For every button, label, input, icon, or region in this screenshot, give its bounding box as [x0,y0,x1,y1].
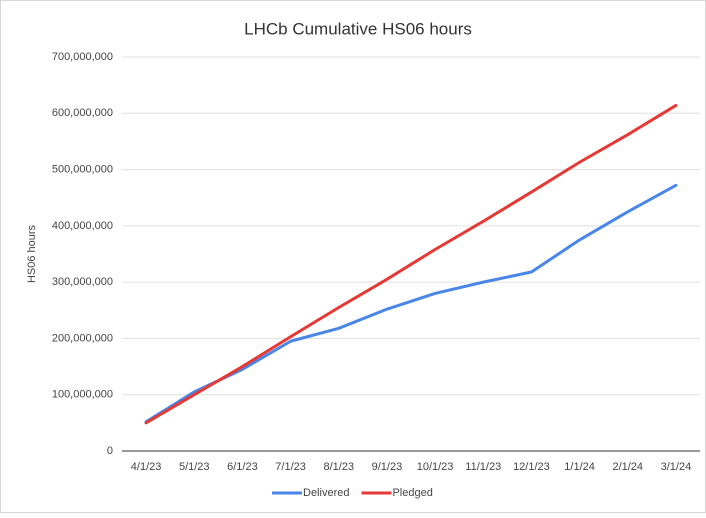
x-tick-label: 3/1/24 [661,461,692,473]
x-tick-label: 5/1/23 [179,461,210,473]
legend-label: Delivered [303,487,349,499]
y-tick-label: 0 [107,445,113,457]
x-tick-label: 9/1/23 [372,461,403,473]
y-tick-label: 400,000,000 [52,220,113,232]
y-tick-label: 100,000,000 [52,389,113,401]
y-tick-label: 700,000,000 [52,51,113,63]
chart-title: LHCb Cumulative HS06 hours [244,19,472,38]
x-tick-label: 2/1/24 [612,461,643,473]
x-tick-label: 1/1/24 [564,461,595,473]
x-tick-label: 7/1/23 [275,461,306,473]
y-tick-label: 200,000,000 [52,332,113,344]
y-axis-label: HS06 hours [26,224,38,283]
x-tick-label: 12/1/23 [513,461,550,473]
x-tick-label: 11/1/23 [465,461,501,473]
x-tick-label: 8/1/23 [323,461,354,473]
line-series [144,103,678,425]
x-tick-label: 10/1/23 [417,461,454,473]
y-tick-label: 300,000,000 [52,276,113,288]
x-tick-label: 6/1/23 [227,461,258,473]
line-series [144,183,678,424]
x-tick-label: 4/1/23 [131,461,162,473]
y-tick-label: 600,000,000 [52,107,113,119]
y-tick-label: 500,000,000 [52,163,113,175]
legend-label: Pledged [392,487,432,499]
